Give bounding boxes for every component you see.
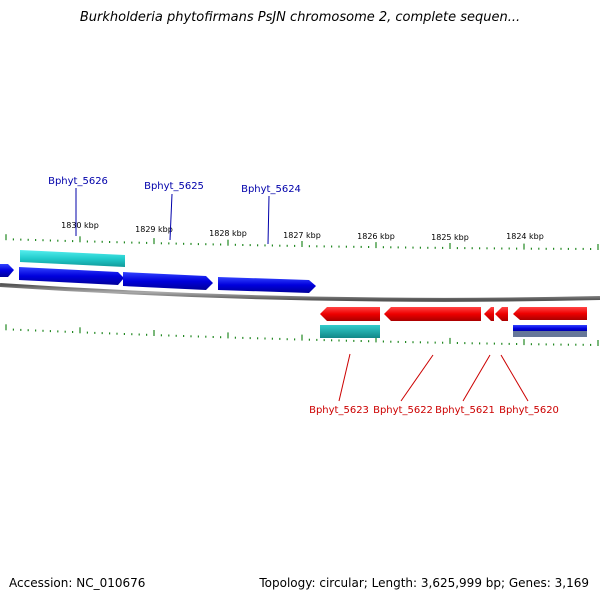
scale-label-1826: 1826 kbp xyxy=(357,232,395,241)
scale-label-1825: 1825 kbp xyxy=(431,233,469,242)
label-bphyt-5622[interactable]: Bphyt_5622 xyxy=(373,405,433,416)
reverse-gene-small-a[interactable] xyxy=(484,307,494,321)
leader-bphyt-5624 xyxy=(267,195,270,245)
scale-label-1827: 1827 kbp xyxy=(283,231,321,240)
forward-gene-bphyt-5626[interactable] xyxy=(19,267,124,285)
reverse-gene-bphyt-5620[interactable] xyxy=(513,307,587,320)
forward-gene-labels: Bphyt_5626 Bphyt_5625 Bphyt_5624 xyxy=(48,176,301,195)
label-bphyt-5623[interactable]: Bphyt_5623 xyxy=(309,405,369,416)
label-bphyt-5625[interactable]: Bphyt_5625 xyxy=(144,181,204,192)
leader-bphyt-5622 xyxy=(400,354,434,402)
reverse-rna-feature[interactable] xyxy=(320,325,380,338)
topology-text: Topology: circular; Length: 3,625,999 bp… xyxy=(259,576,589,590)
label-bphyt-5624[interactable]: Bphyt_5624 xyxy=(241,184,301,195)
scale-label-1828: 1828 kbp xyxy=(209,229,247,238)
reverse-gene-bphyt-5623[interactable] xyxy=(320,307,380,321)
reverse-gene-labels: Bphyt_5623 Bphyt_5622 Bphyt_5621 Bphyt_5… xyxy=(309,405,559,416)
reverse-gene-bphyt-5621[interactable] xyxy=(495,307,508,321)
forward-label-leaders xyxy=(75,188,270,245)
label-bphyt-5626[interactable]: Bphyt_5626 xyxy=(48,176,108,187)
scale-label-1824: 1824 kbp xyxy=(506,232,544,241)
forward-gene-bphyt-5624[interactable] xyxy=(218,277,316,293)
reverse-strand-features xyxy=(320,307,587,338)
forward-gene-partial[interactable] xyxy=(0,264,14,277)
leader-bphyt-5623 xyxy=(338,353,351,402)
reverse-grey-feature[interactable] xyxy=(513,331,587,337)
forward-gene-bphyt-5625[interactable] xyxy=(123,272,213,290)
scale-label-1830: 1830 kbp xyxy=(61,221,99,230)
forward-tick-track xyxy=(5,234,599,250)
leader-bphyt-5625 xyxy=(169,193,173,241)
leader-bphyt-5621 xyxy=(462,354,491,402)
reverse-label-leaders xyxy=(338,353,529,402)
scale-label-1829: 1829 kbp xyxy=(135,225,173,234)
reverse-blue-feature[interactable] xyxy=(513,325,587,332)
scale-labels: 1830 kbp 1829 kbp 1828 kbp 1827 kbp 1826… xyxy=(61,221,544,242)
forward-strand-features xyxy=(0,250,316,293)
leader-bphyt-5620 xyxy=(500,354,529,402)
genome-backbone xyxy=(0,283,600,302)
label-bphyt-5621[interactable]: Bphyt_5621 xyxy=(435,405,495,416)
map-title: Burkholderia phytofirmans PsJN chromosom… xyxy=(79,10,521,25)
forward-rna-feature[interactable] xyxy=(20,250,125,267)
reverse-tick-track xyxy=(5,324,599,346)
reverse-gene-bphyt-5622[interactable] xyxy=(384,307,481,321)
accession-text: Accession: NC_010676 xyxy=(9,576,146,590)
label-bphyt-5620[interactable]: Bphyt_5620 xyxy=(499,405,559,416)
